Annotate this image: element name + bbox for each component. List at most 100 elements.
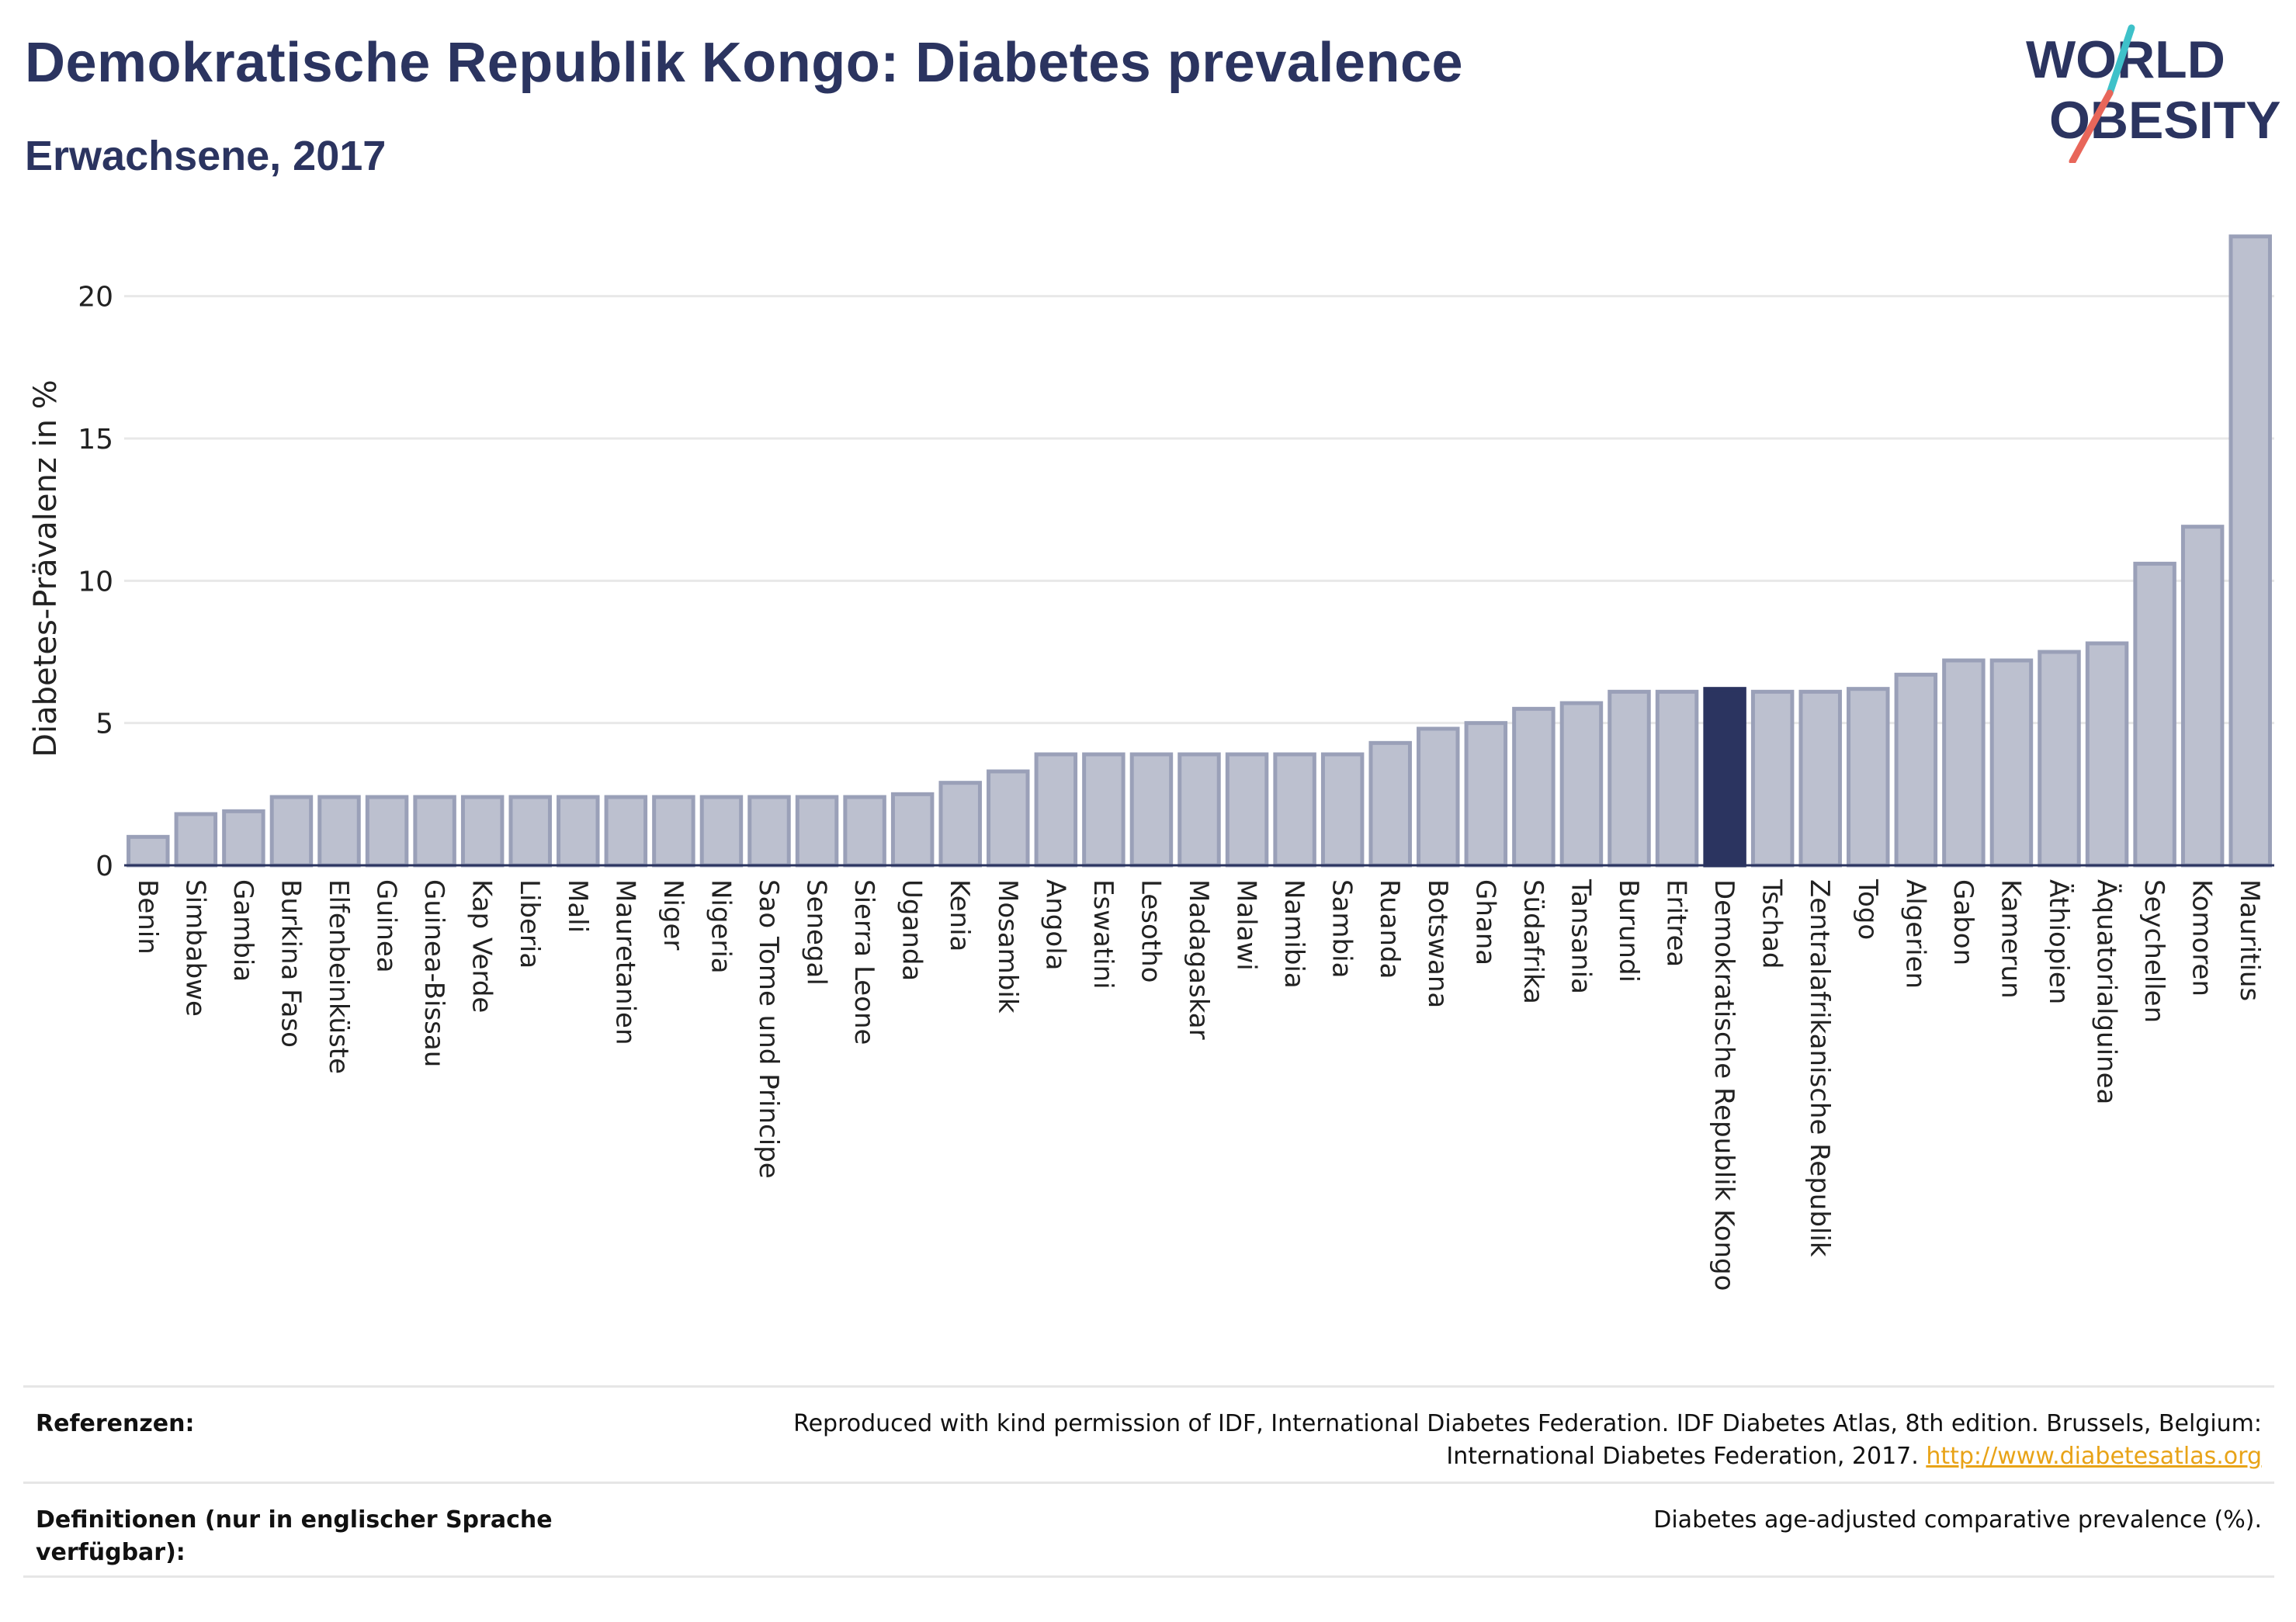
x-tick-label: Senegal — [801, 879, 832, 986]
bar — [1417, 726, 1460, 868]
definitions-label: Definitionen (nur in englischer Sprache … — [36, 1506, 553, 1566]
bar-highlight — [1703, 687, 1746, 868]
x-tick-label: Zentralafrikanische Republik — [1804, 879, 1835, 1257]
y-tick-label: 20 — [78, 282, 113, 314]
x-tick-label: Simbabwe — [179, 879, 210, 1017]
references-text: Reproduced with kind permission of IDF, … — [793, 1408, 2262, 1470]
bar — [1942, 658, 1986, 868]
x-tick-label: Malawi — [1231, 879, 1262, 971]
x-tick-label: Niger — [657, 879, 688, 950]
x-tick-label: Kamerun — [1995, 879, 2026, 999]
x-tick-label: Seychellen — [2138, 879, 2169, 1023]
x-tick-label: Burundi — [1613, 879, 1644, 983]
bar — [1368, 740, 1412, 868]
bar — [795, 795, 839, 868]
diabetesatlas-link[interactable]: http://www.diabetesatlas.org — [1926, 1443, 2262, 1470]
y-tick-label: 15 — [78, 424, 113, 456]
bar — [604, 795, 648, 868]
x-tick-label: Ghana — [1469, 879, 1500, 965]
references-label: Referenzen: — [36, 1410, 195, 1437]
bar — [2180, 525, 2225, 868]
x-tick-label: Kap Verde — [466, 879, 498, 1013]
x-tick-label: Äthiopien — [2043, 879, 2074, 1004]
x-tick-label: Gambia — [227, 879, 258, 982]
references-text-line2: International Diabetes Federation, 2017. — [1446, 1443, 1919, 1470]
y-axis-title: Diabetes-Prävalenz in % — [28, 380, 64, 757]
bar — [1750, 689, 1795, 868]
bar — [174, 812, 218, 868]
bar — [222, 809, 265, 868]
chart-title: Demokratische Republik Kongo: Diabetes p… — [25, 32, 1464, 94]
bar — [699, 795, 744, 868]
bar — [557, 795, 600, 868]
bar — [1177, 752, 1221, 868]
bar — [2133, 561, 2176, 868]
x-tick-label: Demokratische Republik Kongo — [1708, 879, 1739, 1291]
x-tick-label: Benin — [132, 879, 163, 955]
bar — [2085, 641, 2129, 868]
x-tick-label: Kenia — [944, 879, 975, 951]
bar — [317, 795, 361, 868]
x-tick-label: Burkina Faso — [275, 879, 306, 1048]
bar — [1655, 689, 1699, 868]
x-tick-label: Eswatini — [1087, 879, 1119, 989]
bar — [127, 834, 170, 868]
world-obesity-logo: WORLD OBESITY — [2026, 24, 2281, 163]
references-text-line1: Reproduced with kind permission of IDF, … — [793, 1410, 2262, 1437]
x-tick-label: Liberia — [514, 879, 545, 969]
x-tick-label: Namibia — [1278, 879, 1309, 989]
chart-subtitle: Erwachsene, 2017 — [25, 133, 387, 179]
logo-slash-bottom — [2069, 89, 2114, 163]
x-tick-label: Nigeria — [705, 879, 736, 974]
footer: Referenzen: Reproduced with kind permiss… — [23, 1385, 2274, 1578]
bar — [508, 795, 552, 868]
bar — [1225, 752, 1269, 868]
x-tick-label: Ruanda — [1374, 879, 1405, 979]
bar — [460, 795, 505, 868]
x-tick-label: Algerien — [1899, 879, 1930, 989]
x-tick-label: Sierra Leone — [848, 879, 879, 1045]
bar — [652, 795, 695, 868]
bar — [1512, 706, 1556, 868]
bar — [843, 795, 886, 868]
bar — [413, 795, 456, 868]
bar — [2228, 234, 2272, 868]
bar — [987, 769, 1030, 868]
bar — [1894, 672, 1938, 868]
references-row: Referenzen: Reproduced with kind permiss… — [23, 1385, 2274, 1482]
x-tick-label: Sao Tome und Principe — [753, 879, 784, 1179]
bar — [269, 795, 314, 868]
x-tick-label: Mauritius — [2234, 879, 2265, 1001]
x-tick-label: Lesotho — [1135, 879, 1166, 983]
bar — [1464, 721, 1508, 868]
x-tick-label: Sambia — [1327, 879, 1358, 978]
x-tick-label: Guinea — [371, 879, 402, 973]
bar — [1847, 687, 1890, 868]
x-tick-label: Mauretanien — [609, 879, 640, 1045]
bar-chart: 0 5 10 15 20 Diabetes-Prävalenz in % Benin Simb… — [28, 234, 2274, 1291]
bar — [365, 795, 409, 868]
x-tick-label: Südafrika — [1517, 879, 1549, 1004]
x-tick-label: Togo — [1852, 879, 1883, 940]
bar — [1129, 752, 1174, 868]
definitions-row: Definitionen (nur in englischer Sprache … — [23, 1482, 2274, 1578]
x-tick-label: Eritrea — [1661, 879, 1692, 967]
x-tick-label: Gabon — [1947, 879, 1979, 965]
y-tick-label: 10 — [78, 566, 113, 598]
x-tick-label: Madagaskar — [1183, 879, 1214, 1040]
x-tick-label: Mosambik — [992, 879, 1023, 1014]
bar — [1034, 752, 1078, 868]
bar — [890, 792, 935, 868]
definitions-text: Diabetes age-adjusted comparative preval… — [1653, 1506, 2262, 1534]
x-tick-label: Komoren — [2187, 879, 2218, 996]
x-tick-label: Uganda — [897, 879, 928, 981]
bar — [1989, 658, 2034, 868]
x-tick-label: Angola — [1039, 879, 1070, 970]
bar — [1273, 752, 1316, 868]
x-tick-label: Äquatorialguinea — [2091, 879, 2122, 1104]
bar — [938, 781, 982, 868]
x-tick-label: Botswana — [1422, 879, 1453, 1008]
x-tick-label: Tansania — [1565, 879, 1596, 994]
x-tick-label: Guinea-Bissau — [418, 879, 449, 1067]
x-tick-label: Elfenbeinküste — [323, 879, 354, 1074]
